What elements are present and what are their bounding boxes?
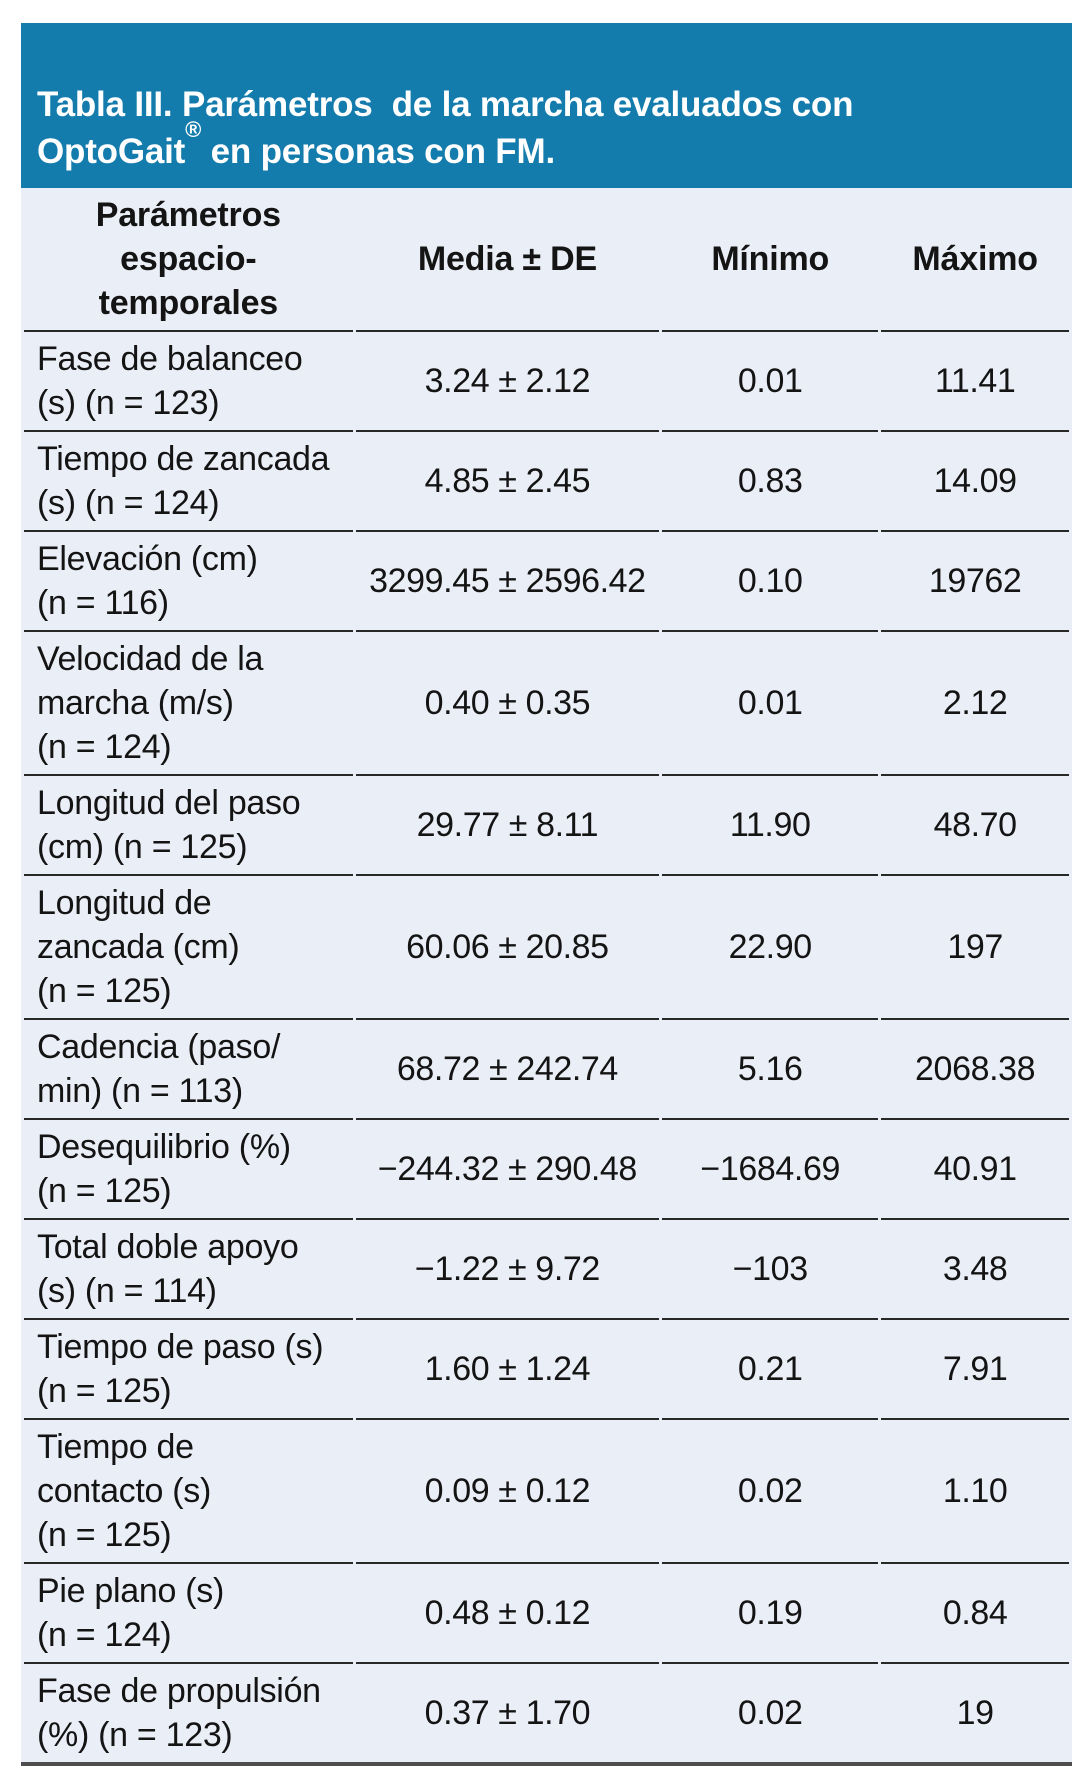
registered-trademark-sup: ® [185,117,202,143]
max-cell: 197 [881,876,1069,1020]
table-card: Tabla III. Parámetros de la marcha evalu… [21,23,1072,1775]
media-cell: 29.77 ± 8.11 [355,776,660,876]
media-cell: 68.72 ± 242.74 [355,1020,660,1120]
max-cell: 19762 [881,532,1069,632]
min-cell: 0.83 [662,432,879,532]
max-cell: 48.70 [881,776,1069,876]
table-title: Tabla III. Parámetros de la marcha evalu… [37,85,854,171]
max-cell: 7.91 [881,1320,1069,1420]
param-cell: Longitud del paso (cm) (n = 125) [24,776,353,876]
table-title-bar: Tabla III. Parámetros de la marcha evalu… [21,23,1072,188]
media-cell: 1.60 ± 1.24 [355,1320,660,1420]
param-cell: Pie plano (s) (n = 124) [24,1564,353,1664]
param-cell: Fase de propulsión (%) (n = 123) [37,1672,321,1754]
max-cell: 19 [956,1694,994,1732]
column-header-parametros: Parámetros espacio- temporales [24,188,353,332]
table-row: Desequilibrio (%) (n = 125) −244.32 ± 29… [24,1120,1069,1220]
table-row: Fase de balanceo (s) (n = 123) 3.24 ± 2.… [24,332,1069,432]
table-row: Tiempo de paso (s) (n = 125) 1.60 ± 1.24… [24,1320,1069,1420]
table-header-row: Parámetros espacio- temporales Media ± D… [24,188,1069,332]
column-header-media: Media ± DE [355,188,660,332]
max-cell: 2.12 [881,632,1069,776]
table-row: Longitud del paso (cm) (n = 125) 29.77 ±… [24,776,1069,876]
min-cell: 0.10 [662,532,879,632]
min-cell: 0.02 [737,1694,803,1732]
max-cell: 40.91 [881,1120,1069,1220]
min-cell: 0.19 [662,1564,879,1664]
param-cell: Tiempo de zancada (s) (n = 124) [24,432,353,532]
min-cell: 0.01 [662,332,879,432]
param-cell: Velocidad de la marcha (m/s) (n = 124) [24,632,353,776]
media-cell: 0.09 ± 0.12 [355,1420,660,1564]
table-row: Velocidad de la marcha (m/s) (n = 124) 0… [24,632,1069,776]
media-cell: 0.37 ± 1.70 [424,1694,591,1732]
media-cell: 4.85 ± 2.45 [355,432,660,532]
max-cell: 14.09 [881,432,1069,532]
max-cell: 3.48 [881,1220,1069,1320]
table-row: Tiempo de zancada (s) (n = 124) 4.85 ± 2… [24,432,1069,532]
media-cell: 0.40 ± 0.35 [355,632,660,776]
max-cell: 11.41 [881,332,1069,432]
parameters-table: Parámetros espacio- temporales Media ± D… [21,188,1072,1766]
media-cell: −244.32 ± 290.48 [355,1120,660,1220]
media-cell: 3299.45 ± 2596.42 [355,532,660,632]
param-cell: Tiempo de paso (s) (n = 125) [24,1320,353,1420]
min-cell: −1684.69 [662,1120,879,1220]
param-cell: Total doble apoyo (s) (n = 114) [24,1220,353,1320]
min-cell: 11.90 [662,776,879,876]
table-title-rest: en personas con FM. [201,132,556,171]
min-cell: 0.02 [662,1420,879,1564]
param-cell: Tiempo de contacto (s) (n = 125) [24,1420,353,1564]
param-cell: Elevación (cm) (n = 116) [24,532,353,632]
column-header-maximo: Máximo [881,188,1069,332]
media-cell: 0.48 ± 0.12 [355,1564,660,1664]
param-cell: Cadencia (paso/ min) (n = 113) [24,1020,353,1120]
column-header-minimo: Mínimo [662,188,879,332]
min-cell: −103 [662,1220,879,1320]
table-row: Total doble apoyo (s) (n = 114) −1.22 ± … [24,1220,1069,1320]
table-row: Elevación (cm) (n = 116) 3299.45 ± 2596.… [24,532,1069,632]
media-cell: 60.06 ± 20.85 [355,876,660,1020]
max-cell: 0.84 [881,1564,1069,1664]
min-cell: 22.90 [662,876,879,1020]
param-cell: Desequilibrio (%) (n = 125) [24,1120,353,1220]
max-cell: 2068.38 [881,1020,1069,1120]
param-cell: Longitud de zancada (cm) (n = 125) [24,876,353,1020]
media-cell: −1.22 ± 9.72 [355,1220,660,1320]
table-row: Fase de propulsión (%) (n = 123) 0.37 ± … [24,1664,1069,1762]
table-row: Longitud de zancada (cm) (n = 125) 60.06… [24,876,1069,1020]
media-cell: 3.24 ± 2.12 [355,332,660,432]
min-cell: 0.01 [662,632,879,776]
min-cell: 5.16 [662,1020,879,1120]
table-row: Tiempo de contacto (s) (n = 125) 0.09 ± … [24,1420,1069,1564]
table-row: Pie plano (s) (n = 124) 0.48 ± 0.12 0.19… [24,1564,1069,1664]
param-cell: Fase de balanceo (s) (n = 123) [24,332,353,432]
max-cell: 1.10 [881,1420,1069,1564]
min-cell: 0.21 [662,1320,879,1420]
table-row: Cadencia (paso/ min) (n = 113) 68.72 ± 2… [24,1020,1069,1120]
